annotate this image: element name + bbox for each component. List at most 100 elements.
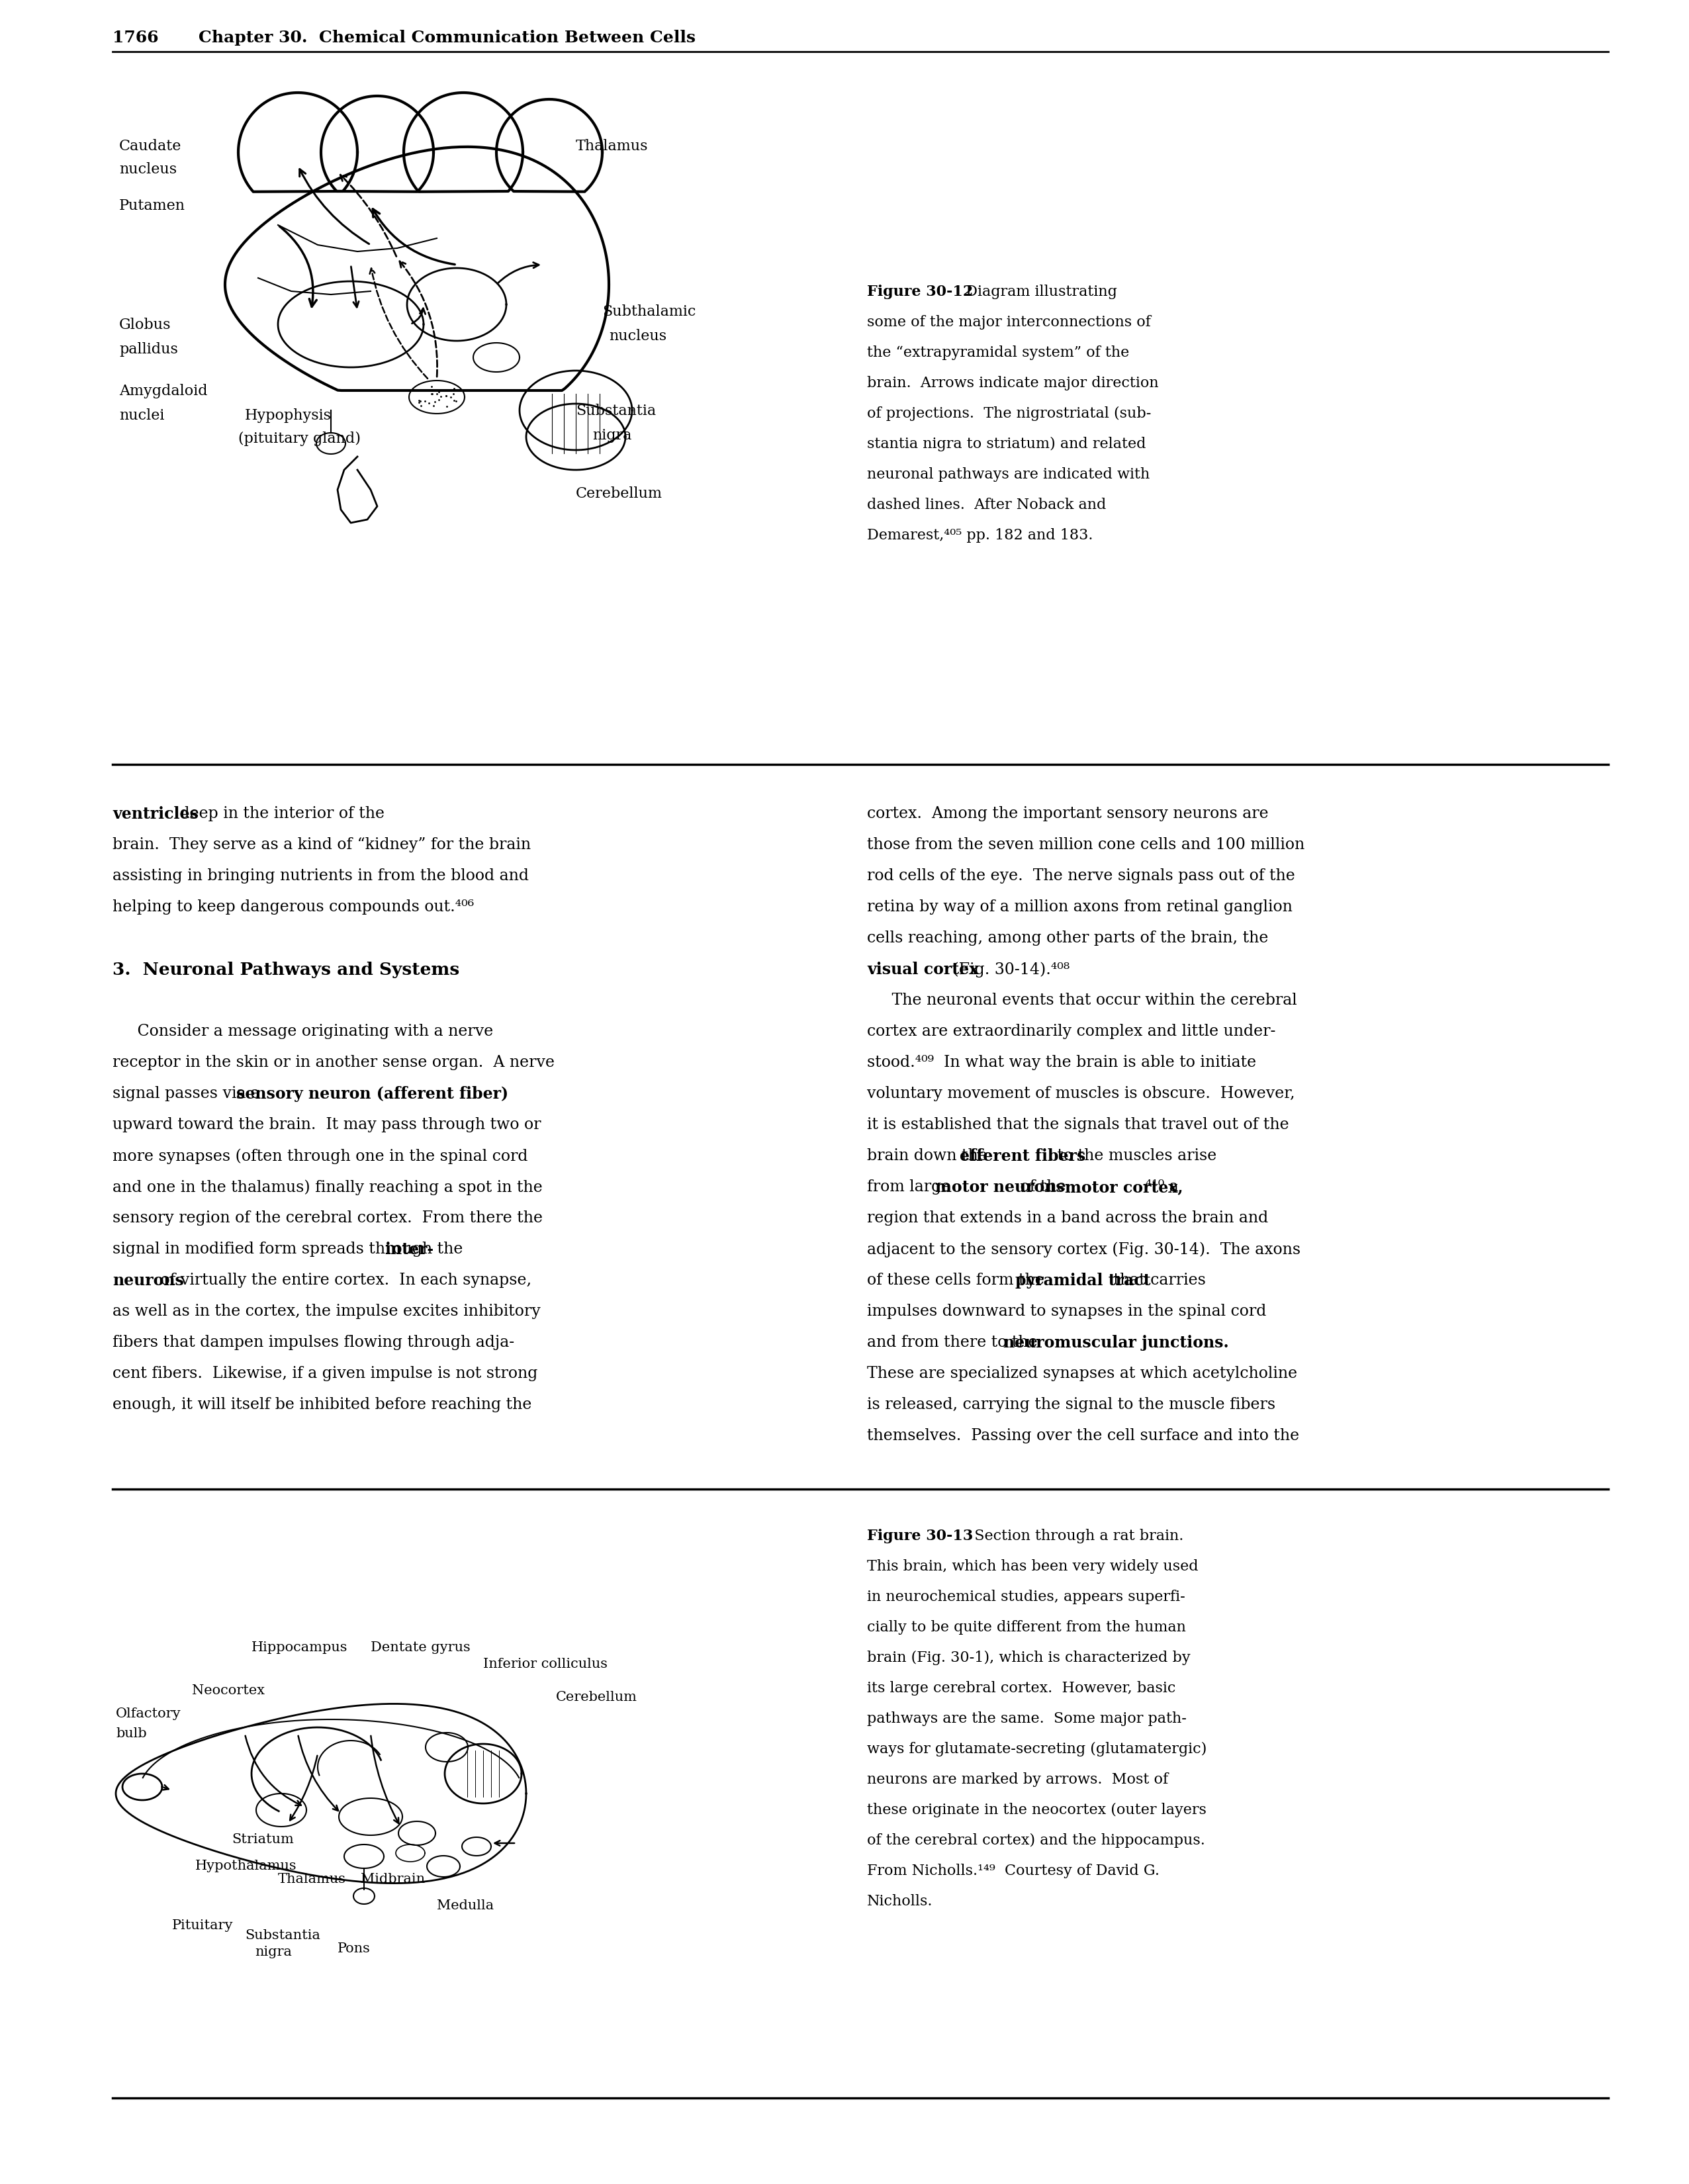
Text: cially to be quite different from the human: cially to be quite different from the hu… xyxy=(866,1621,1186,1634)
Text: brain.  They serve as a kind of “kidney” for the brain: brain. They serve as a kind of “kidney” … xyxy=(113,836,530,852)
Text: these originate in the neocortex (outer layers: these originate in the neocortex (outer … xyxy=(866,1802,1206,1817)
Text: Striatum: Striatum xyxy=(231,1832,294,1845)
Text: Hippocampus: Hippocampus xyxy=(252,1642,348,1653)
Text: Chapter 30.  Chemical Communication Between Cells: Chapter 30. Chemical Communication Betwe… xyxy=(199,31,696,46)
Text: signal in modified form spreads through the: signal in modified form spreads through … xyxy=(113,1241,468,1256)
Text: Pituitary: Pituitary xyxy=(172,1920,233,1933)
Text: enough, it will itself be inhibited before reaching the: enough, it will itself be inhibited befo… xyxy=(113,1398,532,1413)
Text: Subthalamic: Subthalamic xyxy=(603,304,696,319)
Text: motor neurons: motor neurons xyxy=(936,1179,1064,1195)
Text: Pons: Pons xyxy=(338,1942,370,1955)
Text: some of the major interconnections of: some of the major interconnections of xyxy=(866,314,1150,330)
Text: signal passes via a: signal passes via a xyxy=(113,1085,265,1101)
Text: Thalamus: Thalamus xyxy=(279,1874,346,1885)
Text: cortex are extraordinarily complex and little under-: cortex are extraordinarily complex and l… xyxy=(866,1024,1275,1040)
Text: (pituitary gland): (pituitary gland) xyxy=(238,432,361,446)
Text: Hypothalamus: Hypothalamus xyxy=(196,1861,297,1872)
Text: in neurochemical studies, appears superfi-: in neurochemical studies, appears superf… xyxy=(866,1590,1186,1605)
Text: of virtually the entire cortex.  In each synapse,: of virtually the entire cortex. In each … xyxy=(155,1273,532,1289)
Text: rod cells of the eye.  The nerve signals pass out of the: rod cells of the eye. The nerve signals … xyxy=(866,869,1295,885)
Text: those from the seven million cone cells and 100 million: those from the seven million cone cells … xyxy=(866,836,1304,852)
Text: Medulla: Medulla xyxy=(437,1900,493,1911)
Text: inter-: inter- xyxy=(385,1241,434,1258)
Text: From Nicholls.¹⁴⁹  Courtesy of David G.: From Nicholls.¹⁴⁹ Courtesy of David G. xyxy=(866,1863,1160,1878)
Text: cells reaching, among other parts of the brain, the: cells reaching, among other parts of the… xyxy=(866,930,1268,946)
Text: adjacent to the sensory cortex (Fig. 30-14).  The axons: adjacent to the sensory cortex (Fig. 30-… xyxy=(866,1241,1301,1258)
Text: brain (Fig. 30-1), which is characterized by: brain (Fig. 30-1), which is characterize… xyxy=(866,1651,1191,1664)
Text: cent fibers.  Likewise, if a given impulse is not strong: cent fibers. Likewise, if a given impuls… xyxy=(113,1365,537,1380)
Text: Putamen: Putamen xyxy=(120,199,186,214)
Text: of the cerebral cortex) and the hippocampus.: of the cerebral cortex) and the hippocam… xyxy=(866,1832,1206,1848)
Text: pyramidal tract: pyramidal tract xyxy=(1015,1273,1150,1289)
Text: pathways are the same.  Some major path-: pathways are the same. Some major path- xyxy=(866,1712,1187,1725)
Text: sensory neuron (afferent fiber): sensory neuron (afferent fiber) xyxy=(236,1085,508,1103)
Text: and one in the thalamus) finally reaching a spot in the: and one in the thalamus) finally reachin… xyxy=(113,1179,542,1195)
Text: Amygdaloid: Amygdaloid xyxy=(120,384,208,397)
Text: ⁴¹⁰ a: ⁴¹⁰ a xyxy=(1145,1179,1179,1195)
Text: nucleus: nucleus xyxy=(120,162,177,177)
Text: Consider a message originating with a nerve: Consider a message originating with a ne… xyxy=(113,1024,493,1040)
Text: cortex.  Among the important sensory neurons are: cortex. Among the important sensory neur… xyxy=(866,806,1268,821)
Text: nuclei: nuclei xyxy=(120,408,164,424)
Text: 3.  Neuronal Pathways and Systems: 3. Neuronal Pathways and Systems xyxy=(113,961,459,978)
Text: Figure 30-12: Figure 30-12 xyxy=(866,284,973,299)
Text: Diagram illustrating: Diagram illustrating xyxy=(956,284,1116,299)
Text: the “extrapyramidal system” of the: the “extrapyramidal system” of the xyxy=(866,345,1130,360)
Text: The neuronal events that occur within the cerebral: The neuronal events that occur within th… xyxy=(866,994,1297,1009)
Text: to the muscles arise: to the muscles arise xyxy=(1052,1149,1218,1164)
Text: neurons are marked by arrows.  Most of: neurons are marked by arrows. Most of xyxy=(866,1773,1169,1787)
Text: efferent fibers: efferent fibers xyxy=(959,1149,1086,1164)
Text: This brain, which has been very widely used: This brain, which has been very widely u… xyxy=(866,1559,1198,1575)
Text: Olfactory: Olfactory xyxy=(117,1708,181,1721)
Text: as well as in the cortex, the impulse excites inhibitory: as well as in the cortex, the impulse ex… xyxy=(113,1304,540,1319)
Text: brain down the: brain down the xyxy=(866,1149,991,1164)
Text: deep in the interior of the: deep in the interior of the xyxy=(174,806,383,821)
Text: Hypophysis: Hypophysis xyxy=(245,408,331,424)
Text: dashed lines.  After Noback and: dashed lines. After Noback and xyxy=(866,498,1106,513)
Text: that carries: that carries xyxy=(1108,1273,1206,1289)
Text: retina by way of a million axons from retinal ganglion: retina by way of a million axons from re… xyxy=(866,900,1292,915)
Text: nigra: nigra xyxy=(593,428,632,443)
Text: helping to keep dangerous compounds out.⁴⁰⁶: helping to keep dangerous compounds out.… xyxy=(113,900,475,915)
Text: Caudate: Caudate xyxy=(120,140,182,153)
Text: motor cortex,: motor cortex, xyxy=(1066,1179,1184,1195)
Text: and from there to the: and from there to the xyxy=(866,1334,1042,1350)
Text: ways for glutamate-secreting (glutamatergic): ways for glutamate-secreting (glutamater… xyxy=(866,1743,1206,1756)
Text: Globus: Globus xyxy=(120,317,171,332)
Text: is released, carrying the signal to the muscle fibers: is released, carrying the signal to the … xyxy=(866,1398,1275,1413)
Text: fibers that dampen impulses flowing through adja-: fibers that dampen impulses flowing thro… xyxy=(113,1334,515,1350)
Text: nucleus: nucleus xyxy=(610,330,667,343)
Text: Section through a rat brain.: Section through a rat brain. xyxy=(964,1529,1184,1544)
Text: upward toward the brain.  It may pass through two or: upward toward the brain. It may pass thr… xyxy=(113,1118,540,1131)
Text: Substantia: Substantia xyxy=(576,404,655,419)
Text: more synapses (often through one in the spinal cord: more synapses (often through one in the … xyxy=(113,1149,527,1164)
Text: stood.⁴⁰⁹  In what way the brain is able to initiate: stood.⁴⁰⁹ In what way the brain is able … xyxy=(866,1055,1257,1070)
Text: sensory region of the cerebral cortex.  From there the: sensory region of the cerebral cortex. F… xyxy=(113,1210,542,1225)
Text: from large: from large xyxy=(866,1179,956,1195)
Text: Midbrain: Midbrain xyxy=(361,1874,426,1885)
Text: its large cerebral cortex.  However, basic: its large cerebral cortex. However, basi… xyxy=(866,1682,1176,1695)
Text: Demarest,⁴⁰⁵ pp. 182 and 183.: Demarest,⁴⁰⁵ pp. 182 and 183. xyxy=(866,529,1093,542)
Text: Inferior colliculus: Inferior colliculus xyxy=(483,1658,608,1671)
Text: voluntary movement of muscles is obscure.  However,: voluntary movement of muscles is obscure… xyxy=(866,1085,1295,1101)
Text: Substantia: Substantia xyxy=(245,1928,321,1942)
Text: ventricles: ventricles xyxy=(113,806,199,821)
Text: Neocortex: Neocortex xyxy=(193,1684,265,1697)
Text: nigra: nigra xyxy=(255,1946,292,1959)
Text: of the: of the xyxy=(1015,1179,1071,1195)
Text: bulb: bulb xyxy=(117,1728,147,1741)
Text: Cerebellum: Cerebellum xyxy=(556,1690,637,1704)
Text: stantia nigra to striatum) and related: stantia nigra to striatum) and related xyxy=(866,437,1145,452)
Text: visual cortex: visual cortex xyxy=(866,961,978,978)
Text: of projections.  The nigrostriatal (sub-: of projections. The nigrostriatal (sub- xyxy=(866,406,1152,422)
Text: Nicholls.: Nicholls. xyxy=(866,1894,932,1909)
Text: These are specialized synapses at which acetylcholine: These are specialized synapses at which … xyxy=(866,1365,1297,1380)
Text: receptor in the skin or in another sense organ.  A nerve: receptor in the skin or in another sense… xyxy=(113,1055,554,1070)
Text: Cerebellum: Cerebellum xyxy=(576,487,662,500)
Text: region that extends in a band across the brain and: region that extends in a band across the… xyxy=(866,1210,1268,1225)
Text: Figure 30-13: Figure 30-13 xyxy=(866,1529,973,1544)
Text: brain.  Arrows indicate major direction: brain. Arrows indicate major direction xyxy=(866,376,1159,391)
Text: Thalamus: Thalamus xyxy=(576,140,649,153)
Text: themselves.  Passing over the cell surface and into the: themselves. Passing over the cell surfac… xyxy=(866,1428,1299,1444)
Text: neurons: neurons xyxy=(113,1273,184,1289)
